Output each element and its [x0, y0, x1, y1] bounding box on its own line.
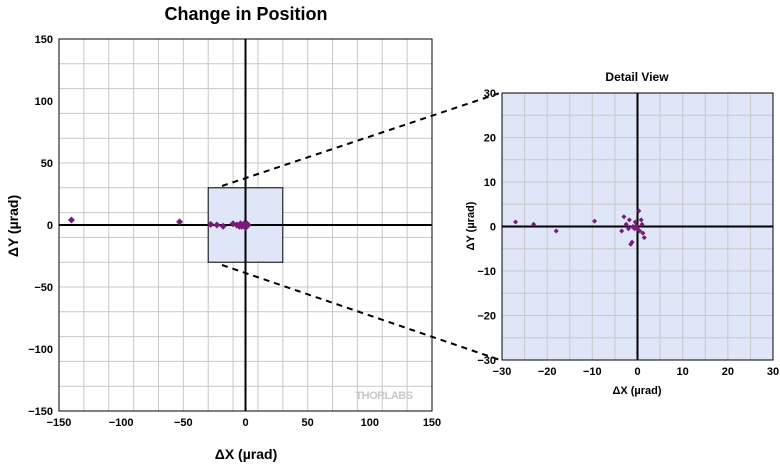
data-point [213, 221, 221, 229]
y-tick-label: 30 [484, 88, 496, 100]
x-tick-label: −100 [109, 417, 134, 429]
main-data-points [67, 216, 252, 231]
x-tick-label: −50 [174, 417, 193, 429]
x-tick-label: −20 [538, 366, 557, 378]
data-point [176, 218, 184, 226]
y-tick-label: −50 [34, 282, 53, 294]
data-point [629, 239, 635, 245]
detail-chart: −30 −20 −10 0 10 20 30 −30 −20 −10 0 10 20 30 [477, 88, 779, 378]
x-tick-label: −10 [583, 366, 602, 378]
data-point [513, 219, 519, 225]
x-tick-label: 100 [361, 417, 379, 429]
y-tick-label: 0 [490, 222, 496, 234]
data-point [207, 220, 215, 228]
y-tick-label: −150 [28, 406, 53, 418]
detail-data-points [513, 208, 647, 247]
detail-plot-frame [501, 92, 774, 361]
x-tick-label: −150 [47, 417, 72, 429]
main-chart: −150 −100 −50 0 50 100 150 −150 −100 −50 0 50 100 150… [28, 34, 441, 429]
y-tick-label: −10 [477, 266, 496, 278]
data-point [244, 221, 252, 229]
x-tick-label: 150 [423, 417, 441, 429]
data-point [626, 217, 632, 223]
y-tick-label: 50 [41, 158, 53, 170]
data-point [636, 208, 642, 214]
y-tick-label: −100 [28, 344, 53, 356]
detail-chart-y-axis-label: ΔY (µrad) [465, 201, 477, 250]
y-tick-label: 20 [484, 133, 496, 145]
detail-connector-lower [221, 264, 501, 361]
detail-chart-x-axis-label: ΔX (µrad) [612, 385, 661, 397]
y-tick-label: 150 [35, 34, 53, 46]
main-chart-title: Change in Position [164, 4, 327, 24]
thorlabs-watermark: THORLABS [355, 390, 412, 402]
y-tick-label: 10 [484, 177, 496, 189]
x-tick-label: 20 [722, 366, 734, 378]
main-chart-x-axis-label: ΔX (µrad) [215, 446, 277, 462]
data-point [592, 218, 598, 224]
data-point [637, 228, 643, 234]
data-point [67, 216, 75, 224]
x-tick-label: 0 [242, 417, 248, 429]
data-point [638, 217, 644, 223]
y-tick-label: −20 [477, 311, 496, 323]
data-point [623, 221, 629, 227]
data-point [640, 230, 646, 236]
data-point [625, 226, 631, 232]
x-tick-label: −30 [493, 366, 512, 378]
x-tick-label: 0 [634, 366, 640, 378]
data-point [621, 214, 627, 220]
data-point [219, 222, 227, 230]
main-chart-y-axis-label: ΔY (µrad) [5, 195, 21, 257]
detail-tick-labels: −30 −20 −10 0 10 20 30 −30 −20 −10 0 10 20 30 [477, 88, 779, 378]
y-tick-label: 0 [47, 220, 53, 232]
main-tick-labels: −150 −100 −50 0 50 100 150 −150 −100 −50 0 50 100 150 [28, 34, 441, 429]
detail-connector-upper [221, 92, 501, 187]
y-tick-label: −30 [477, 355, 496, 367]
x-tick-label: 50 [302, 417, 314, 429]
detail-chart-title: Detail View [605, 70, 669, 84]
data-point [619, 228, 625, 234]
data-point [531, 221, 537, 227]
x-tick-label: 30 [767, 366, 779, 378]
data-point [632, 219, 638, 225]
data-point [553, 228, 559, 234]
main-plot-frame [58, 38, 433, 412]
data-point [641, 235, 647, 241]
y-tick-label: 100 [35, 96, 53, 108]
x-tick-label: 10 [677, 366, 689, 378]
data-point [639, 221, 645, 227]
